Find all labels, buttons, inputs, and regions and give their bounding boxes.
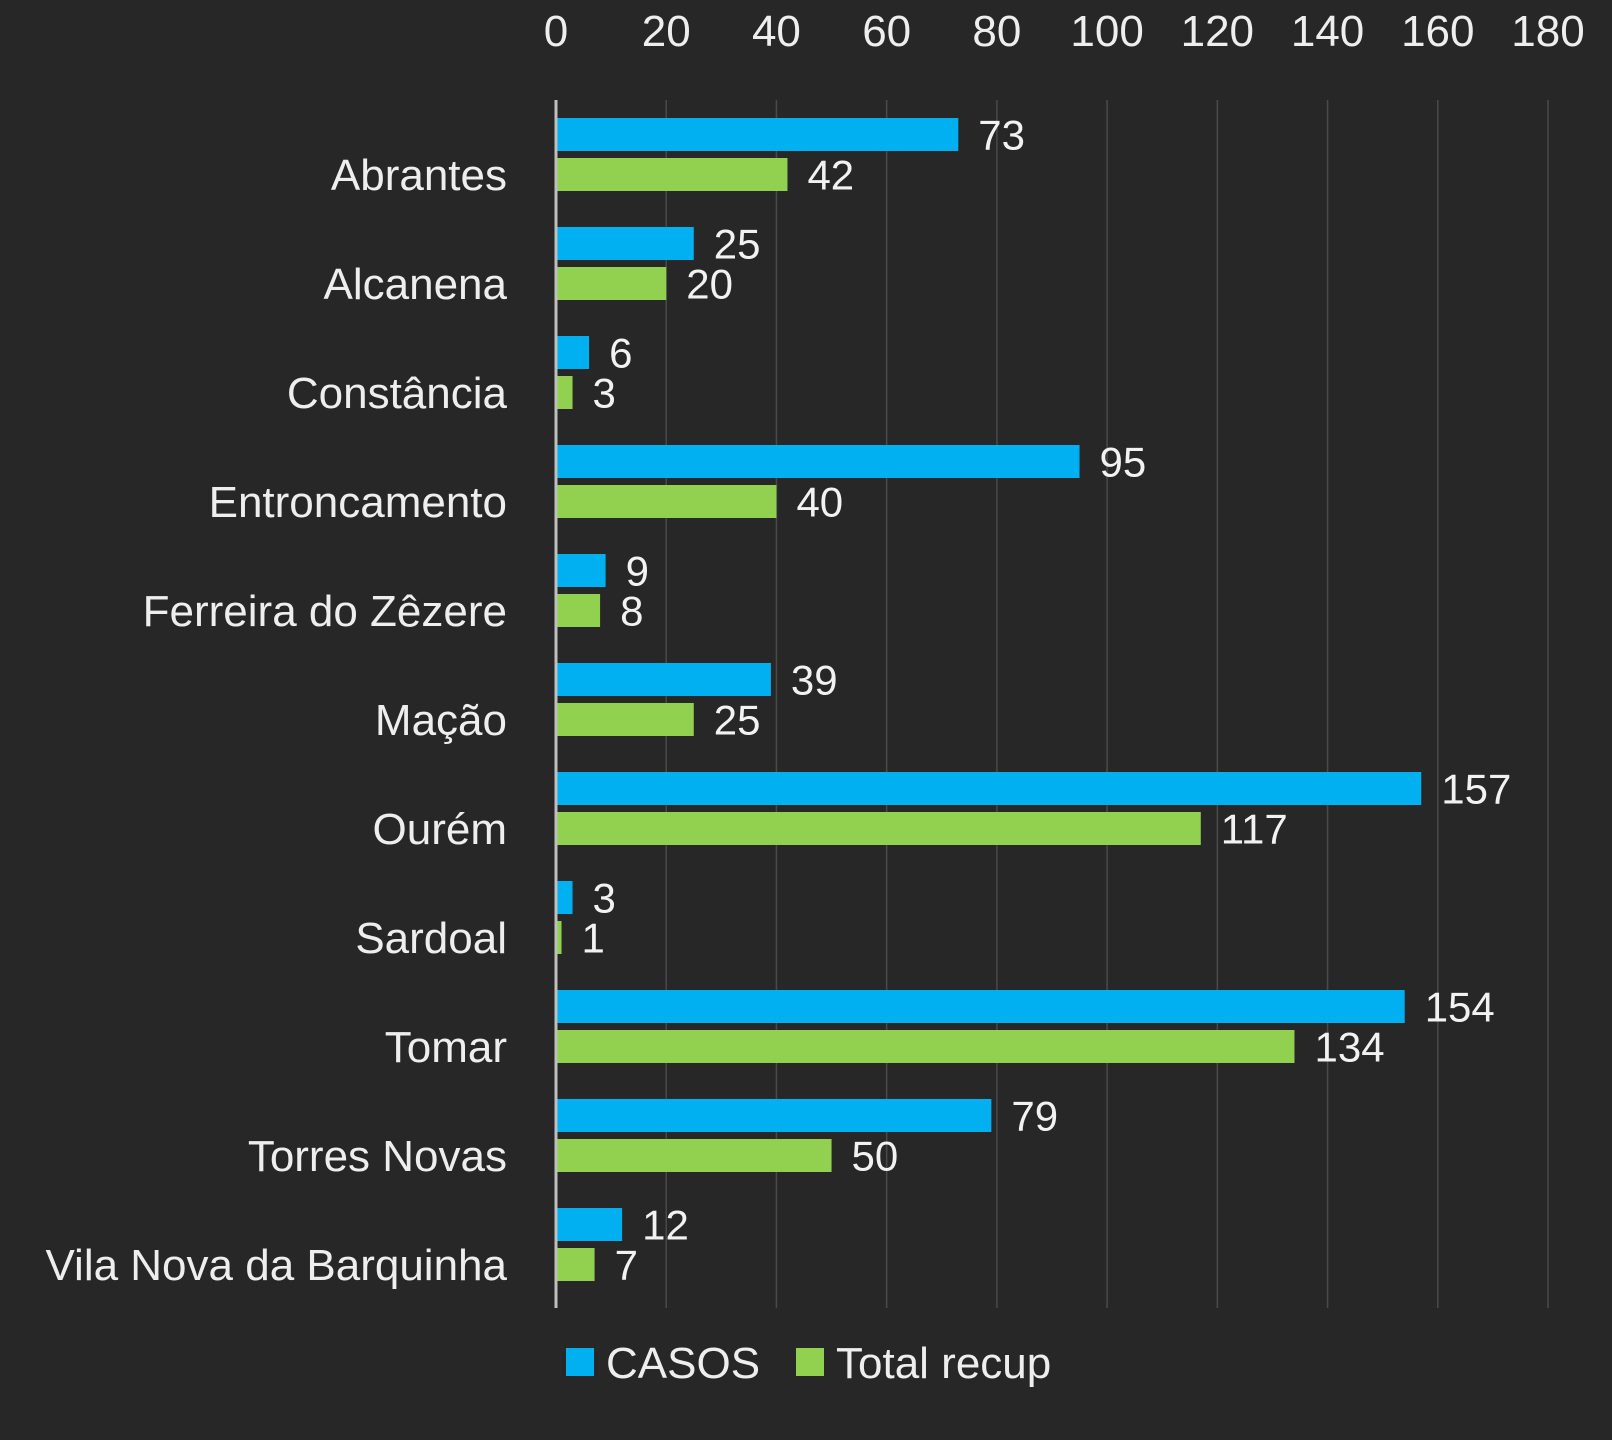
category-label: Vila Nova da Barquinha	[45, 1241, 507, 1290]
gridlines	[665, 100, 1549, 1308]
bar-total-recup	[556, 703, 694, 736]
legend-label: Total recup	[836, 1339, 1051, 1388]
category-label: Alcanena	[324, 260, 508, 309]
data-label: 157	[1441, 766, 1511, 813]
bar-total-recup	[556, 1030, 1295, 1063]
data-label: 12	[642, 1202, 689, 1249]
bar-casos	[556, 881, 573, 914]
legend-swatch	[796, 1348, 824, 1376]
x-tick-label: 100	[1070, 7, 1143, 56]
bar-total-recup	[556, 921, 562, 954]
bar-casos	[556, 1208, 623, 1241]
category-labels: Abrantes Alcanena Constância Entroncamento F…	[45, 151, 507, 1290]
bar-total-recup	[556, 158, 788, 191]
bar-casos	[556, 227, 694, 260]
bar-total-recup	[556, 1248, 595, 1281]
bar-casos	[556, 663, 771, 696]
category-label: Tomar	[385, 1023, 507, 1072]
category-label: Mação	[375, 696, 507, 745]
category-label: Ferreira do Zêzere	[143, 587, 507, 636]
category-label: Entroncamento	[209, 478, 507, 527]
category-label: Abrantes	[331, 151, 507, 200]
bar-casos	[556, 990, 1405, 1023]
bar-total-recup	[556, 376, 573, 409]
data-label: 9	[626, 548, 649, 595]
bar-total-recup	[556, 485, 777, 518]
legend: CASOS Total recup	[566, 1339, 1051, 1388]
x-axis-ticks: 0 20 40 60 80 100 120 140 160 180	[544, 7, 1585, 56]
data-label: 8	[620, 588, 643, 635]
bar-casos	[556, 445, 1080, 478]
data-label: 25	[714, 697, 761, 744]
legend-swatch	[566, 1348, 594, 1376]
legend-label: CASOS	[606, 1339, 760, 1388]
data-label: 73	[978, 112, 1025, 159]
data-label: 1	[582, 915, 605, 962]
bar-total-recup	[556, 594, 601, 627]
data-label: 3	[593, 875, 616, 922]
x-tick-label: 20	[642, 7, 691, 56]
bar-casos	[556, 772, 1422, 805]
x-tick-label: 60	[862, 7, 911, 56]
x-tick-label: 40	[752, 7, 801, 56]
bar-total-recup	[556, 267, 667, 300]
bar-casos	[556, 336, 590, 369]
data-label: 7	[615, 1242, 638, 1289]
data-label: 50	[852, 1133, 899, 1180]
data-label: 6	[609, 330, 632, 377]
category-label: Sardoal	[355, 914, 507, 963]
data-label: 40	[796, 479, 843, 526]
x-tick-label: 140	[1291, 7, 1364, 56]
x-tick-label: 120	[1181, 7, 1254, 56]
data-label: 25	[714, 221, 761, 268]
data-label: 39	[791, 657, 838, 704]
data-label: 154	[1425, 984, 1495, 1031]
category-label: Constância	[287, 369, 508, 418]
x-tick-label: 160	[1401, 7, 1474, 56]
data-label: 79	[1011, 1093, 1058, 1140]
bar-casos	[556, 1099, 992, 1132]
data-label: 117	[1221, 806, 1288, 853]
bar-total-recup	[556, 812, 1201, 845]
data-label: 134	[1314, 1024, 1384, 1071]
category-label: Ourém	[373, 805, 507, 854]
data-label: 20	[686, 261, 733, 308]
category-label: Torres Novas	[248, 1132, 507, 1181]
bar-total-recup	[556, 1139, 832, 1172]
bar-casos	[556, 118, 959, 151]
bars: 7342252063954098392515711731154134795012…	[556, 112, 1511, 1289]
data-label: 42	[807, 152, 854, 199]
x-tick-label: 0	[544, 7, 568, 56]
data-label: 95	[1100, 439, 1147, 486]
data-label: 3	[593, 370, 616, 417]
x-tick-label: 180	[1511, 7, 1584, 56]
bar-casos	[556, 554, 606, 587]
x-tick-label: 80	[972, 7, 1021, 56]
